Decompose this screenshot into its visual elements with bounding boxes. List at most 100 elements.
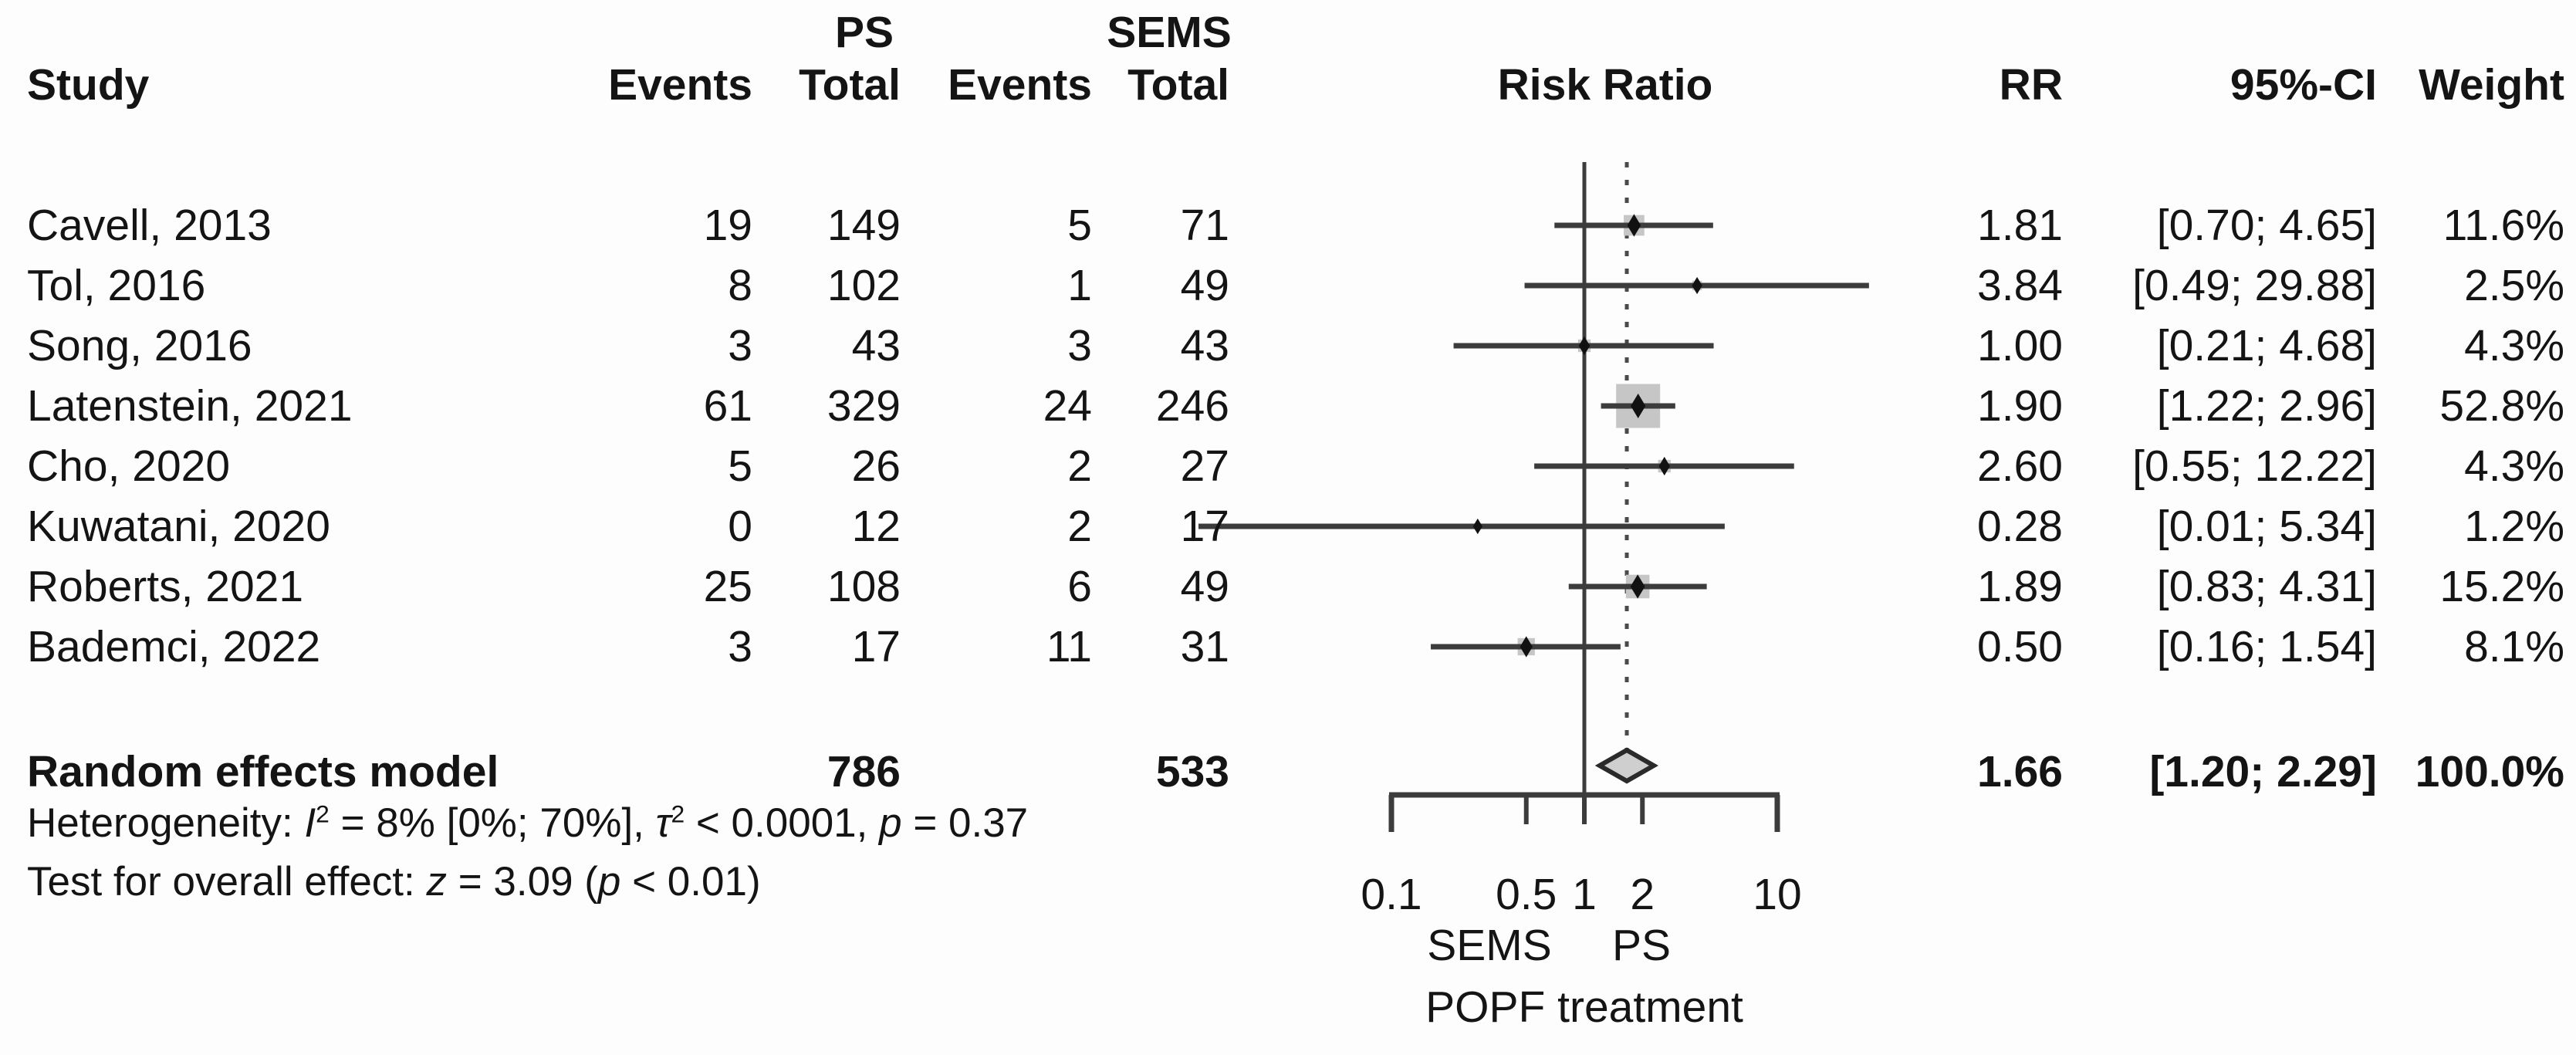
study-label: Cavell, 2013 — [27, 201, 272, 250]
col-header-weight: Weight — [2419, 60, 2564, 110]
axis-xlabel: POPF treatment — [1425, 982, 1743, 1032]
ps-total-value: 329 — [827, 381, 901, 431]
point-estimate-marker — [1658, 456, 1670, 476]
sems-events-value: 6 — [1067, 562, 1092, 611]
ci-value: [0.21; 4.68] — [2156, 321, 2377, 370]
study-label: Latenstein, 2021 — [27, 381, 353, 431]
col-header-ps-total: Total — [799, 60, 901, 110]
ps-events-value: 5 — [728, 441, 752, 491]
ps-total-value: 17 — [851, 622, 901, 671]
stat-text-segment: z — [426, 859, 447, 905]
point-estimate-marker — [1630, 574, 1645, 599]
col-header-rr: RR — [1999, 60, 2063, 110]
stat-text-segment: = 3.09 ( — [446, 859, 598, 905]
total-label: Random effects model — [27, 747, 499, 796]
sems-total-value: 49 — [1180, 562, 1229, 611]
ci-value: [0.70; 4.65] — [2156, 201, 2377, 250]
col-header-sems-total: Total — [1127, 60, 1229, 110]
ci-value: [0.01; 5.34] — [2156, 502, 2377, 551]
sems-total-value: 71 — [1180, 201, 1229, 250]
x-axis-tick-label: 0.5 — [1496, 870, 1557, 919]
ps-total-value: 108 — [827, 562, 901, 611]
rr-value: 1.81 — [1977, 201, 2063, 250]
stat-text-segment: Heterogeneity: — [27, 800, 305, 846]
total-weight-value: 100.0% — [2415, 747, 2564, 796]
point-estimate-marker — [1578, 336, 1591, 356]
sems-events-value: 2 — [1067, 441, 1092, 491]
stat-text-segment: = 8% [0%; 70%], — [329, 800, 656, 846]
ci-value: [1.22; 2.96] — [2156, 381, 2377, 431]
stat-text-segment: τ — [655, 800, 671, 846]
stat-text-segment: p — [879, 800, 902, 846]
point-estimate-marker — [1472, 518, 1482, 535]
rr-value: 1.90 — [1977, 381, 2063, 431]
total-ps-total: 786 — [827, 747, 901, 796]
sems-total-value: 246 — [1155, 381, 1229, 431]
stat-text-segment: 2 — [671, 800, 685, 828]
weight-value: 2.5% — [2464, 261, 2564, 310]
ci-value: [0.16; 1.54] — [2156, 622, 2377, 671]
ps-events-value: 61 — [703, 381, 752, 431]
sems-total-value: 27 — [1180, 441, 1229, 491]
ci-value: [0.49; 29.88] — [2132, 261, 2377, 310]
stat-text-segment: I — [304, 800, 316, 846]
ps-total-value: 43 — [851, 321, 901, 370]
overall-effect-text: Test for overall effect: z = 3.09 (p < 0… — [27, 854, 761, 910]
sems-events-value: 5 — [1067, 201, 1092, 250]
stat-text-segment: 2 — [316, 800, 330, 828]
study-label: Cho, 2020 — [27, 441, 231, 491]
x-axis-tick-label: 10 — [1753, 870, 1801, 919]
axis-right-group-label: PS — [1611, 921, 1672, 970]
point-estimate-marker — [1520, 636, 1533, 658]
axis-left-group-label: SEMS — [1427, 921, 1552, 970]
x-axis-tick-label: 0.1 — [1361, 870, 1422, 919]
study-label: Tol, 2016 — [27, 261, 206, 310]
point-estimate-marker — [1627, 214, 1641, 237]
ci-value: [0.55; 12.22] — [2132, 441, 2377, 491]
rr-value: 1.89 — [1977, 562, 2063, 611]
ps-events-value: 3 — [728, 321, 752, 370]
col-header-sems-events: Events — [948, 60, 1092, 110]
ps-events-value: 3 — [728, 622, 752, 671]
point-estimate-marker — [1631, 394, 1646, 418]
stat-text-segment: < 0.0001, — [685, 800, 880, 846]
sems-events-value: 1 — [1067, 261, 1092, 310]
pooled-diamond — [1594, 747, 1658, 784]
point-estimate-marker — [1692, 276, 1702, 295]
weight-value: 11.6% — [2442, 201, 2564, 250]
weight-value: 4.3% — [2464, 441, 2564, 491]
ps-total-value: 149 — [827, 201, 901, 250]
col-header-ps-events: Events — [608, 60, 752, 110]
weight-value: 8.1% — [2464, 622, 2564, 671]
rr-value: 2.60 — [1977, 441, 2063, 491]
rr-value: 1.00 — [1977, 321, 2063, 370]
study-label: Kuwatani, 2020 — [27, 502, 330, 551]
weight-value: 15.2% — [2439, 562, 2564, 611]
total-rr-value: 1.66 — [1977, 747, 2063, 796]
weight-value: 1.2% — [2464, 502, 2564, 551]
x-axis-tick-label: 2 — [1630, 870, 1655, 919]
sems-events-value: 24 — [1043, 381, 1092, 431]
stat-text-segment: Test for overall effect: — [27, 859, 427, 905]
stat-text-segment: p — [597, 859, 621, 905]
rr-value: 3.84 — [1977, 261, 2063, 310]
total-ci-value: [1.20; 2.29] — [2149, 747, 2377, 796]
stat-text-segment: = 0.37 — [901, 800, 1029, 846]
sems-events-value: 2 — [1067, 502, 1092, 551]
col-group-sems: SEMS — [1107, 8, 1232, 57]
sems-total-value: 49 — [1180, 261, 1229, 310]
ps-total-value: 12 — [851, 502, 901, 551]
study-label: Song, 2016 — [27, 321, 252, 370]
col-header-risk-ratio: Risk Ratio — [1497, 60, 1713, 110]
col-header-ci: 95%-CI — [2229, 60, 2377, 110]
ps-events-value: 0 — [728, 502, 752, 551]
col-header-study: Study — [27, 60, 150, 110]
ps-total-value: 102 — [827, 261, 901, 310]
x-axis-tick-label: 1 — [1572, 870, 1597, 919]
study-label: Roberts, 2021 — [27, 562, 304, 611]
ci-value: [0.83; 4.31] — [2156, 562, 2377, 611]
ps-total-value: 26 — [851, 441, 901, 491]
sems-total-value: 43 — [1180, 321, 1229, 370]
